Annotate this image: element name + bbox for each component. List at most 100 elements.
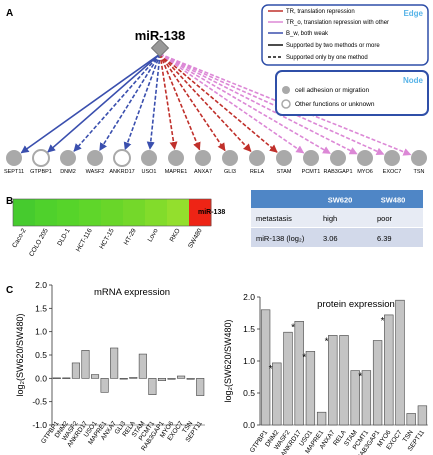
- node-label-sept11: SEPT11: [4, 169, 24, 175]
- table-row-metastasis: [251, 208, 423, 227]
- bar-tsn: [186, 378, 195, 380]
- significance-asterisk: *: [358, 372, 362, 383]
- bar-wasf2: [71, 362, 80, 379]
- edge-wasf2: [99, 53, 161, 152]
- bar-gtpbp1: [52, 377, 61, 379]
- panel-label-b: B: [6, 196, 13, 207]
- legend-text-b-w: B_w, both weak: [286, 31, 329, 37]
- significance-asterisk: *: [325, 336, 329, 347]
- heatmap-label-caco-2: Caco-2: [11, 227, 28, 249]
- significance-asterisk: *: [269, 364, 273, 375]
- node-rela: [249, 150, 265, 166]
- node-gtpbp1: [32, 149, 50, 167]
- chart-title: mRNA expression: [94, 287, 170, 298]
- heatmap-cell-lovo: [145, 199, 168, 226]
- network-diagram: SEPT11 GTPBP1 DNM2 WASF2 ANKRD17 USO1 MAPRE1 AN…: [4, 28, 427, 175]
- edge-rela: [159, 53, 252, 153]
- bar-tsn: [406, 413, 416, 426]
- node-tsn: [411, 150, 427, 166]
- edge-stam: [159, 53, 278, 153]
- y-axis-label: log₂(SW620/SW480): [223, 319, 233, 402]
- bar-dnm2: [62, 377, 71, 379]
- y-tick-label: 1.5: [35, 303, 47, 313]
- legend-text-one-method: Supported only by one method: [286, 55, 368, 61]
- node-dnm2: [60, 150, 76, 166]
- mirna-label: miR-138: [135, 28, 186, 43]
- heatmap-label-dld-1: DLD-1: [56, 227, 72, 247]
- heatmap-cell-sw480: [189, 199, 212, 226]
- heatmap-label-hct-116: HCT-116: [75, 227, 94, 253]
- node-label-pcmt1: PCMT1: [302, 169, 321, 175]
- edge-dnm2: [73, 53, 161, 152]
- bar-rab3gap1: [372, 340, 383, 426]
- table-cell-mir138-sw620: 3.06: [323, 234, 338, 243]
- y-axis-label: log₂(SW620/SW480): [15, 313, 25, 396]
- edge-uso1: [146, 53, 161, 150]
- edge-mapre1: [159, 53, 178, 150]
- node-pcmt1: [303, 150, 319, 166]
- edge-exoc7: [159, 53, 385, 156]
- node-label-gtpbp1: GTPBP1: [30, 169, 52, 175]
- significance-asterisk: *: [381, 316, 385, 327]
- y-tick-label: 0.5: [243, 388, 255, 398]
- significance-asterisk: *: [291, 322, 295, 333]
- significance-asterisk: *: [302, 352, 306, 363]
- bar-exoc7: [395, 299, 405, 426]
- y-tick-label: -0.5: [32, 397, 47, 407]
- protein-expression-chart: protein expression 0.0 0.5 1.0 1.5 2.0 log₂(SW…: [223, 292, 428, 455]
- node-ankrd17: [113, 149, 131, 167]
- y-tick-label: 1.0: [243, 356, 255, 366]
- node-uso1: [141, 150, 157, 166]
- y-tick-label: 0.0: [243, 420, 255, 430]
- node-stam: [276, 150, 292, 166]
- node-label-mapre1: MAPRE1: [165, 169, 188, 175]
- node-label-myo6: MYO6: [357, 169, 373, 175]
- node-label-tsn: TSN: [414, 169, 425, 175]
- table-cell-mir138-sw480: 6.39: [377, 234, 392, 243]
- heatmap-cell-hct-116: [79, 199, 102, 226]
- table-header-row: [251, 190, 423, 208]
- chart-title: protein expression: [317, 299, 395, 310]
- edge-pcmt1: [159, 53, 305, 154]
- bar-mapre1: [316, 411, 327, 426]
- bar-dnm2: [272, 362, 282, 426]
- bar-sept11: [417, 405, 428, 426]
- node-label-uso1: USO1: [142, 169, 157, 175]
- node-legend: Node cell adhesion or migration Other fu…: [275, 70, 429, 116]
- heatmap-label-lovo: Lovo: [147, 227, 160, 243]
- edge-legend-box: [261, 4, 429, 66]
- heatmap-label-rko: RKO: [169, 228, 182, 244]
- edge-rab3gap1: [159, 53, 331, 155]
- node-myo6: [357, 150, 373, 166]
- bar-pcmt1: [361, 370, 372, 426]
- legend-text-tr: TR, translation repression: [286, 9, 355, 15]
- bar-myo6: [384, 314, 394, 426]
- heatmap-cell-caco-2: [13, 199, 36, 226]
- heatmap-label-hct-15: HCT-15: [98, 227, 115, 250]
- node-mapre1: [168, 150, 184, 166]
- heatmap-cell-line-labels: Caco-2 COLO 205 DLD-1 HCT-116 HCT-15 HT-29 Lov…: [11, 227, 204, 258]
- bar-anxa7: [328, 335, 338, 426]
- heatmap-label-ht-29: HT-29: [123, 227, 138, 246]
- bar-pcmt1: [148, 378, 157, 395]
- node-label-ankrd17: ANKRD17: [109, 169, 134, 175]
- node-label-gli3: GLI3: [224, 169, 236, 175]
- legend-node-other: [281, 99, 291, 109]
- edge-gtpbp1: [47, 53, 161, 153]
- table-cell-metastasis-sw620: high: [323, 214, 337, 223]
- node-label-exoc7: EXOC7: [383, 169, 402, 175]
- bar-uso1: [91, 374, 100, 379]
- y-tick-label: 1.0: [35, 327, 47, 337]
- node-label-dnm2: DNM2: [60, 169, 76, 175]
- y-tick-label: 1.5: [243, 324, 255, 334]
- panel-label-c: C: [6, 285, 13, 296]
- edge-legend: Edge TR, translation repression TR_o, tr…: [261, 4, 429, 66]
- node-legend-box: [275, 70, 429, 116]
- node-label-rab3gap1: RAB3GAP1: [323, 169, 352, 175]
- y-tick-label: 2.0: [35, 280, 47, 290]
- bar-rela: [339, 335, 349, 426]
- table-header-sw620: SW620: [328, 196, 353, 205]
- bar-ankrd17: [81, 350, 90, 379]
- edge-legend-title: Edge: [403, 9, 423, 18]
- bar-exoc7: [177, 375, 186, 379]
